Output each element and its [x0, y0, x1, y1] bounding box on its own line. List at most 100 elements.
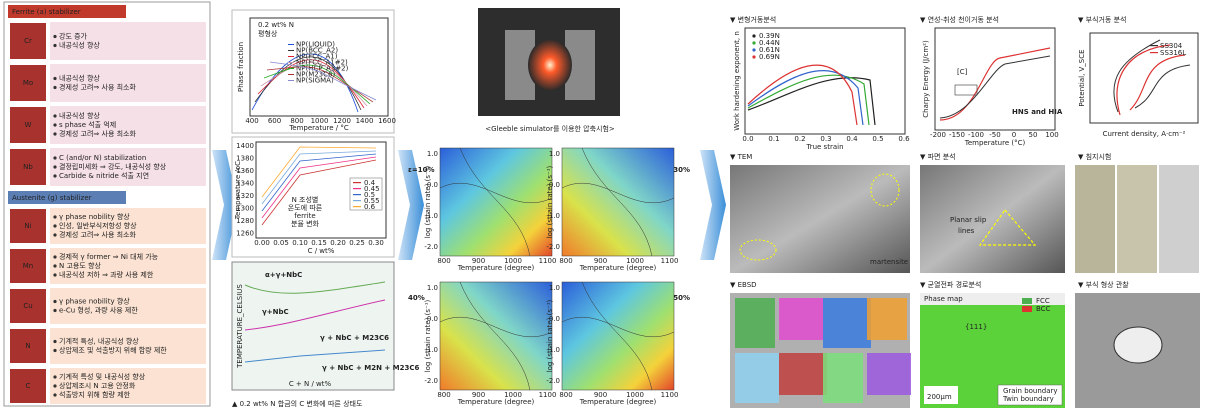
- grain: [779, 298, 823, 340]
- note-text: 경제성 고려⇒ 사용 최소화: [59, 129, 137, 138]
- processing-map: [562, 148, 674, 256]
- element-symbol: Mo: [23, 79, 33, 87]
- y-tick-label: -2.0: [424, 243, 438, 251]
- x-tick-label: 1100: [661, 257, 679, 265]
- region-label: γ + NbC + M23C6: [320, 334, 389, 342]
- annotation: ferrite: [294, 212, 315, 220]
- bullet: [53, 273, 56, 276]
- note-text: 경제적 γ former ⇒ Ni 대체 가능: [59, 252, 159, 261]
- plot-title: 평형상: [258, 29, 278, 38]
- bullet: [53, 224, 56, 227]
- note-text: γ phase nobility 향상: [59, 297, 130, 306]
- x-tick-label: 800: [559, 257, 572, 265]
- note-text: 결정립미세화 ⇒ 강도, 내공식성 향상: [59, 162, 167, 171]
- note-text: 상압제조 및 석출방지 위해 함량 제한: [59, 346, 167, 355]
- x-tick-label: 1400: [356, 117, 374, 125]
- grain: [735, 353, 779, 403]
- note-text: 인성, 일반부식저항성 향상: [59, 221, 137, 230]
- legend-label: Twin boundary: [1002, 395, 1054, 403]
- legend-marker: [752, 55, 755, 58]
- x-axis-label: Temperature (degree): [457, 398, 535, 406]
- legend-swatch: [1022, 298, 1032, 304]
- legend-marker: [752, 34, 755, 37]
- y-tick-label: -2.0: [546, 243, 560, 251]
- region-label: γ+NbC: [262, 308, 289, 316]
- region-label: γ + NbC + M2N + M23C6: [322, 364, 420, 372]
- x-tick-label: 0.20: [330, 239, 346, 247]
- x-axis-label: Temperature (degree): [579, 264, 657, 272]
- legend-marker: [752, 41, 755, 44]
- element-symbol: Nb: [23, 163, 33, 171]
- x-axis-label: Temperature (°C): [964, 139, 1026, 147]
- bullet: [53, 393, 56, 396]
- annotation: {111}: [965, 323, 987, 331]
- legend-label: Grain boundary: [1003, 387, 1058, 395]
- strain-label: 30%: [673, 166, 690, 174]
- legend-marker: [752, 48, 755, 51]
- section-title: ▼ 부식거동 분석: [1078, 15, 1126, 24]
- bullet: [53, 44, 56, 47]
- x-tick-label: 800: [559, 391, 572, 399]
- section-title: ▼ 파면 분석: [920, 152, 956, 161]
- x-axis-label: C / wt%: [308, 247, 335, 255]
- legend-swatch: [288, 44, 294, 45]
- note-text: 경제성 고려⇒ 사용 최소화: [59, 83, 137, 92]
- x-tick-label: 0.5: [872, 135, 883, 143]
- x-tick-label: 600: [268, 117, 281, 125]
- figure: Ferrite (a) stabilizerCr강도 증가내공식성 향상Mo내공…: [0, 0, 1206, 412]
- annotation: lines: [958, 227, 975, 235]
- y-tick-label: 1.0: [549, 284, 560, 292]
- note-text: 기계적 특성 및 내공식성 향상: [59, 372, 146, 381]
- bullet: [53, 86, 56, 89]
- specimen-glow: [528, 39, 572, 91]
- grain: [735, 298, 775, 348]
- x-tick-label: 400: [245, 117, 258, 125]
- processing-map: [562, 282, 674, 390]
- annotation: N 조성별: [292, 195, 319, 204]
- annotation: 온도에 따른: [288, 203, 323, 212]
- arrow: [700, 150, 726, 260]
- panel-label: Phase map: [924, 295, 963, 303]
- grain: [867, 298, 907, 340]
- y-axis-label: Work hardening exponent, n: [733, 31, 741, 131]
- note-text: e-Cu 형성, 과량 사용 제한: [59, 306, 138, 315]
- legend-swatch: [288, 80, 294, 81]
- y-axis-label: log (strain rate) (s⁻¹): [424, 165, 432, 238]
- legend-swatch: [288, 62, 294, 63]
- x-tick-label: 0.1: [768, 135, 779, 143]
- region-label: α+γ+NbC: [265, 271, 302, 279]
- y-tick-label: -2.0: [546, 377, 560, 385]
- note-text: Carbide & nitride 석출 지연: [59, 171, 149, 180]
- y-axis-label: Phase fraction: [237, 42, 245, 92]
- annotation: 분율 변화: [291, 220, 320, 228]
- x-tick-label: -150: [949, 131, 965, 139]
- y-axis-label: TEMPERATURE_CELSIUS: [236, 284, 244, 369]
- x-tick-label: 100: [1045, 131, 1058, 139]
- y-axis-label: Charpy Energy (J/cm²): [922, 40, 930, 118]
- legend-label: NP(SIGMA): [296, 77, 334, 85]
- y-tick-label: 1.0: [549, 150, 560, 158]
- x-axis-label: True strain: [805, 143, 843, 151]
- section-title: ▼ 변형거동분석: [730, 15, 776, 24]
- note-text: N 고용도 향상: [59, 261, 101, 270]
- bullet: [53, 215, 56, 218]
- annotation: [C]: [957, 68, 968, 76]
- x-tick-label: 0.30: [368, 239, 384, 247]
- y-tick-label: -2.0: [424, 377, 438, 385]
- y-tick-label: 1.0: [427, 284, 438, 292]
- x-tick-label: 1100: [661, 391, 679, 399]
- legend-swatch: [288, 50, 294, 51]
- bullet: [53, 255, 56, 258]
- bullet: [53, 300, 56, 303]
- section-title: ▼ 부식 형상 관찰: [1078, 280, 1129, 289]
- bullet: [53, 349, 56, 352]
- x-tick-label: 0.25: [349, 239, 365, 247]
- legend-label: 0.6: [364, 203, 376, 211]
- scale-label: 200μm: [927, 393, 952, 401]
- section-title: ▼ EBSD: [730, 281, 757, 289]
- x-tick-label: 0.15: [311, 239, 327, 247]
- grain: [823, 353, 863, 403]
- tem-image: [730, 165, 910, 273]
- legend-swatch: [288, 74, 294, 75]
- x-tick-label: -200: [930, 131, 946, 139]
